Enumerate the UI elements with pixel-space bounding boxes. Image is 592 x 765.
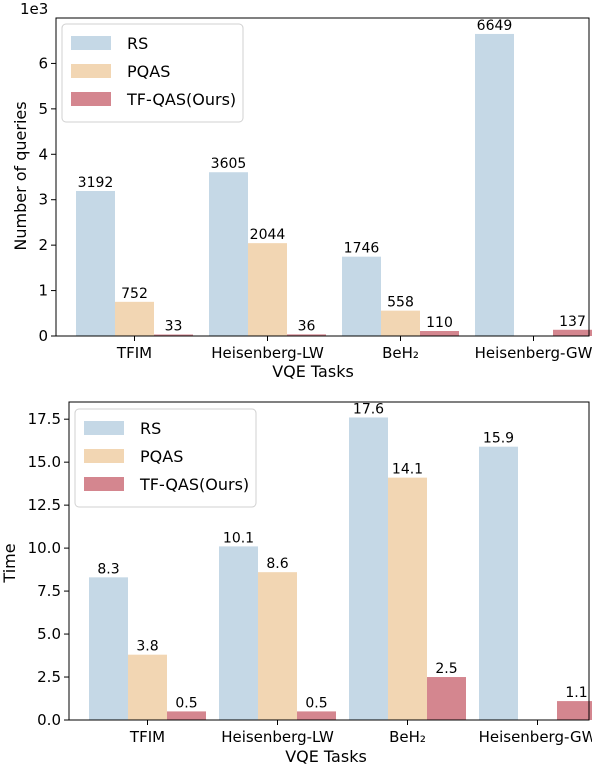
- top-legend: RS PQAS TF-QAS(Ours): [61, 23, 244, 123]
- bot-y-tick-label: 5.0: [37, 625, 61, 643]
- bot-legend-swatch-pqas: [84, 449, 124, 463]
- top-data-label-pqas-heisenberg-lw: 2044: [250, 227, 286, 243]
- bot-x-tick-label-heisenberg-lw: Heisenberg-LW: [221, 728, 334, 746]
- top-legend-label-pqas: PQAS: [127, 62, 170, 81]
- bot-data-label-rs-heisenberg-gw: 15.9: [483, 431, 514, 447]
- top-data-label-rs-heisenberg-gw: 6649: [477, 18, 513, 34]
- top-data-label-pqas-beh: 558: [387, 295, 414, 311]
- bot-data-label-rs-heisenberg-lw: 10.1: [223, 530, 254, 546]
- top-data-label-rs-tfim: 3192: [78, 175, 114, 191]
- top-data-label-rs-heisenberg-lw: 3605: [211, 156, 247, 172]
- bot-y-tick-label: 12.5: [28, 496, 61, 514]
- top-bar-tf-qas-ours-tfim: [154, 334, 193, 336]
- bot-data-label-tf-qas-ours-heisenberg-lw: 0.5: [305, 695, 327, 711]
- top-bar-pqas-heisenberg-lw: [248, 243, 287, 336]
- top-y-tick-label: 3: [38, 191, 48, 209]
- bot-x-tick-label-tfim: TFIM: [129, 728, 165, 746]
- bottom-bars-group: 8.3 3.8 0.5 10.1 8.6 0.5 17.6 14.1 2.5 15.9 1.1: [89, 401, 592, 720]
- bot-legend-swatch-rs: [84, 421, 124, 435]
- top-bar-rs-heisenberg-gw: [475, 33, 514, 336]
- top-legend-swatch-pqas: [71, 64, 111, 78]
- bot-y-tick-label: 17.5: [28, 410, 61, 428]
- bot-y-tick-label: 15.0: [28, 453, 61, 471]
- top-data-label-tf-qas-ours-heisenberg-lw: 36: [298, 318, 316, 334]
- top-legend-swatch-tf-qas-ours: [71, 92, 111, 106]
- bot-x-tick-label-beh: BeH₂: [389, 728, 426, 746]
- bot-bar-pqas-beh: [388, 477, 427, 720]
- bot-bar-rs-heisenberg-lw: [219, 546, 258, 720]
- bot-data-label-tf-qas-ours-tfim: 0.5: [175, 695, 197, 711]
- bot-data-label-tf-qas-ours-beh: 2.5: [435, 661, 457, 677]
- top-data-label-tf-qas-ours-beh: 110: [426, 315, 453, 331]
- top-legend-swatch-rs: [71, 36, 111, 50]
- bot-legend-label-rs: RS: [140, 419, 161, 438]
- bot-y-tick-label: 7.5: [37, 582, 61, 600]
- top-scale-note: 1e3: [20, 0, 48, 18]
- bot-y-tick-label: 0.0: [37, 711, 61, 729]
- bot-x-tick-label-heisenberg-gw: Heisenberg-GW: [479, 728, 592, 746]
- top-bar-tf-qas-ours-heisenberg-lw: [287, 334, 326, 336]
- top-x-tick-label-tfim: TFIM: [116, 344, 152, 362]
- bottom-legend: RS PQAS TF-QAS(Ours): [74, 408, 257, 508]
- top-data-label-tf-qas-ours-tfim: 33: [165, 319, 183, 335]
- bot-bar-tf-qas-ours-beh: [427, 677, 466, 720]
- top-bar-pqas-beh: [381, 310, 420, 336]
- top-plot-frame: [55, 17, 590, 337]
- top-y-tick-label: 4: [38, 145, 48, 163]
- bot-y-tick-label: 2.5: [37, 668, 61, 686]
- top-bar-rs-tfim: [76, 190, 115, 336]
- bottom-y-axis-label: Time: [0, 543, 19, 583]
- bot-data-label-tf-qas-ours-heisenberg-gw: 1.1: [565, 685, 587, 701]
- bot-bar-rs-beh: [349, 417, 388, 720]
- bot-data-label-pqas-tfim: 3.8: [136, 639, 158, 655]
- top-y-tick-label: 5: [38, 100, 48, 118]
- bottom-axes-group: TFIM Heisenberg-LW BeH₂ Heisenberg-GW 0.0 2.5…: [28, 401, 592, 746]
- bot-data-label-pqas-beh: 14.1: [392, 462, 423, 478]
- top-x-tick-label-beh: BeH₂: [382, 344, 419, 362]
- bot-y-tick-label: 10.0: [28, 539, 61, 557]
- top-bar-rs-heisenberg-lw: [209, 172, 248, 336]
- top-axes-group: TFIM Heisenberg-LW BeH₂ Heisenberg-GW 0 1 2 3 4 5…: [38, 17, 592, 362]
- top-bar-tf-qas-ours-heisenberg-gw: [553, 329, 592, 336]
- top-y-axis-label: Number of queries: [11, 101, 30, 250]
- bot-data-label-rs-beh: 17.6: [353, 401, 384, 417]
- time-bar-chart: 8.3 3.8 0.5 10.1 8.6 0.5 17.6 14.1 2.5 15.9 1.1 TF…: [0, 401, 592, 765]
- top-y-tick-label: 2: [38, 236, 48, 254]
- top-legend-label-tf-qas-ours: TF-QAS(Ours): [126, 90, 236, 109]
- bot-bar-tf-qas-ours-tfim: [167, 711, 206, 720]
- bot-bar-rs-tfim: [89, 577, 128, 720]
- bot-plot-frame: [68, 401, 590, 721]
- bot-bar-pqas-heisenberg-lw: [258, 572, 297, 720]
- bot-data-label-rs-tfim: 8.3: [97, 561, 119, 577]
- top-x-axis-label: VQE Tasks: [272, 362, 354, 381]
- bot-legend-swatch-tf-qas-ours: [84, 477, 124, 491]
- top-x-tick-label-heisenberg-lw: Heisenberg-LW: [211, 344, 324, 362]
- bottom-x-axis-label: VQE Tasks: [285, 747, 367, 765]
- bot-bar-tf-qas-ours-heisenberg-lw: [297, 711, 336, 720]
- top-bar-rs-beh: [342, 256, 381, 336]
- bot-bar-pqas-tfim: [128, 654, 167, 720]
- top-y-tick-label: 6: [38, 54, 48, 72]
- top-y-tick-label: 1: [38, 282, 48, 300]
- top-legend-label-rs: RS: [127, 34, 148, 53]
- bot-legend-label-tf-qas-ours: TF-QAS(Ours): [139, 475, 249, 494]
- top-data-label-tf-qas-ours-heisenberg-gw: 137: [559, 314, 586, 330]
- top-bar-tf-qas-ours-beh: [420, 331, 459, 336]
- top-data-label-rs-beh: 1746: [344, 241, 380, 257]
- bot-legend-label-pqas: PQAS: [140, 447, 183, 466]
- bot-bar-tf-qas-ours-heisenberg-gw: [557, 701, 592, 720]
- top-bar-pqas-tfim: [115, 301, 154, 336]
- bot-data-label-pqas-heisenberg-lw: 8.6: [266, 556, 288, 572]
- top-x-tick-label-heisenberg-gw: Heisenberg-GW: [475, 344, 592, 362]
- top-bars-group: 3192 752 33 3605 2044 36 1746 558 110 6649 137: [76, 18, 592, 336]
- top-data-label-pqas-tfim: 752: [121, 286, 148, 302]
- top-y-tick-label: 0: [38, 327, 48, 345]
- bot-bar-rs-heisenberg-gw: [479, 446, 518, 720]
